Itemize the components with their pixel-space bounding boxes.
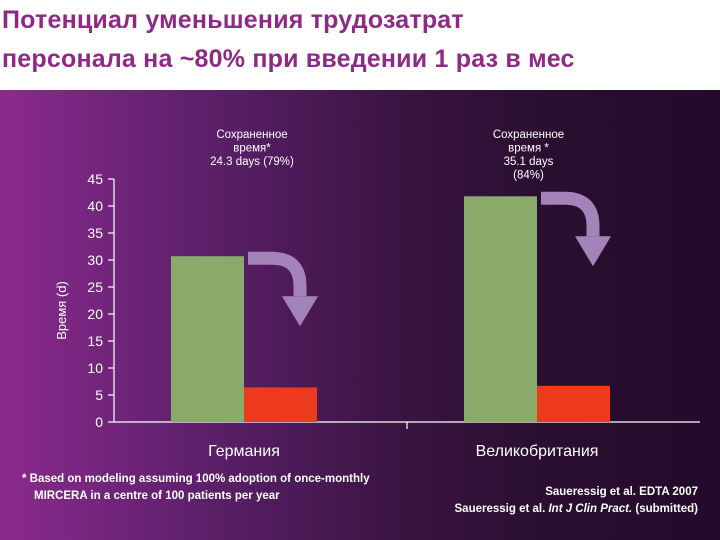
y-tick-label: 10	[87, 360, 103, 376]
slide-title-line-2: персонала на ~80% при введении 1 раз в м…	[2, 45, 575, 73]
bar-current-2	[464, 196, 537, 422]
y-tick-label: 25	[87, 279, 103, 295]
bar-current-1	[171, 256, 244, 422]
reduction-arrowhead-2	[575, 236, 611, 267]
saved-time-annotation: Сохраненное	[493, 129, 564, 141]
y-tick-label: 40	[87, 198, 103, 214]
y-tick-label: 45	[87, 171, 103, 187]
reduction-arrow-2	[541, 191, 600, 237]
bar-reduced-1	[244, 387, 317, 422]
saved-time-annotation: Сохраненное	[216, 129, 287, 141]
saved-time-annotation: (84%)	[513, 170, 544, 182]
x-category-label: Германия	[208, 443, 280, 460]
saved-time-annotation: 24.3 days (79%)	[210, 156, 294, 168]
chart-background	[0, 90, 720, 540]
y-axis-label: Время (d)	[54, 281, 69, 340]
reference-2-authors: Saueressig et al.	[454, 503, 549, 515]
y-tick-label: 5	[95, 387, 103, 403]
saved-time-annotation: время *	[508, 143, 549, 155]
y-tick-label: 35	[87, 225, 103, 241]
reference-1: Saueressig et al. EDTA 2007	[545, 486, 698, 498]
y-tick-label: 15	[87, 333, 103, 349]
bar-reduced-2	[537, 385, 610, 422]
y-tick-label: 0	[95, 414, 103, 430]
reduction-arrowhead-1	[282, 296, 318, 327]
footnote-model-line-2: MIRCERA in a centre of 100 patients per …	[34, 490, 280, 502]
reference-2-journal: Int J Clin Pract.	[548, 503, 633, 515]
reference-2-status: (submitted)	[632, 503, 698, 515]
title-bar: Потенциал уменьшения трудозатрат персона…	[0, 0, 720, 90]
slide-title-line-1: Потенциал уменьшения трудозатрат	[2, 6, 464, 34]
reference-2: Saueressig et al. Int J Clin Pract. (sub…	[455, 503, 699, 515]
saved-time-annotation: 35.1 days	[504, 156, 554, 168]
y-tick-label: 20	[87, 306, 103, 322]
x-category-label: Великобритания	[476, 443, 599, 460]
reduction-arrow-1	[248, 251, 307, 297]
saved-time-annotation: время*	[233, 143, 271, 155]
footnote-model-line-1: * Based on modeling assuming 100% adopti…	[22, 473, 370, 485]
y-tick-label: 30	[87, 252, 103, 268]
